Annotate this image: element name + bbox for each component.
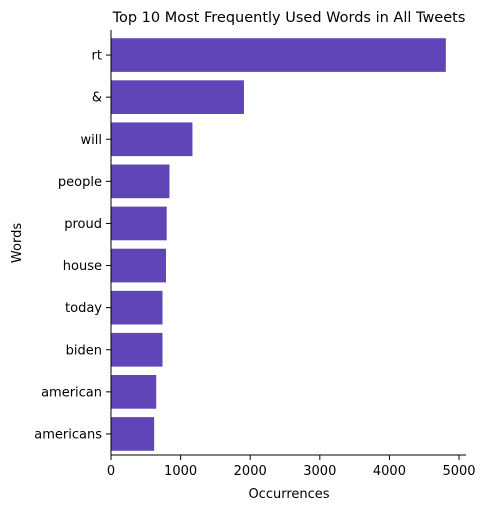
y-tick-label: & xyxy=(92,91,102,106)
y-axis-label: Words xyxy=(10,223,25,263)
bar-4 xyxy=(111,206,167,241)
y-tick-label: rt xyxy=(92,49,102,64)
bar-6 xyxy=(111,290,163,325)
y-tick-label: biden xyxy=(66,343,102,358)
bars-group xyxy=(111,38,446,451)
x-tick-label: 4000 xyxy=(373,464,406,479)
x-tick-label: 5000 xyxy=(442,464,475,479)
bar-5 xyxy=(111,248,166,283)
y-tick-label: proud xyxy=(64,217,102,232)
bar-8 xyxy=(111,375,157,409)
x-ticks-group: 0 1000 2000 3000 4000 5000 xyxy=(107,455,476,479)
y-tick-label: today xyxy=(65,301,102,316)
y-tick-label: americans xyxy=(34,427,102,442)
x-tick-label: 3000 xyxy=(303,464,336,479)
bar-9 xyxy=(111,417,155,451)
bar-2 xyxy=(111,122,193,157)
x-tick-label: 1000 xyxy=(164,464,197,479)
x-tick-label: 2000 xyxy=(234,464,267,479)
y-tick-label: people xyxy=(58,175,102,190)
y-tick-label: american xyxy=(41,385,102,400)
bar-7 xyxy=(111,332,163,367)
bar-1 xyxy=(111,80,244,114)
chart-title: Top 10 Most Frequently Used Words in All… xyxy=(112,10,466,26)
bar-0 xyxy=(111,38,446,72)
x-axis-label: Occurrences xyxy=(248,487,329,502)
y-tick-label: house xyxy=(63,259,102,274)
bar-3 xyxy=(111,164,170,199)
x-tick-label: 0 xyxy=(107,464,115,479)
y-tick-label: will xyxy=(81,133,102,148)
y-ticks-group: rt & will people proud house today biden america… xyxy=(34,49,111,442)
